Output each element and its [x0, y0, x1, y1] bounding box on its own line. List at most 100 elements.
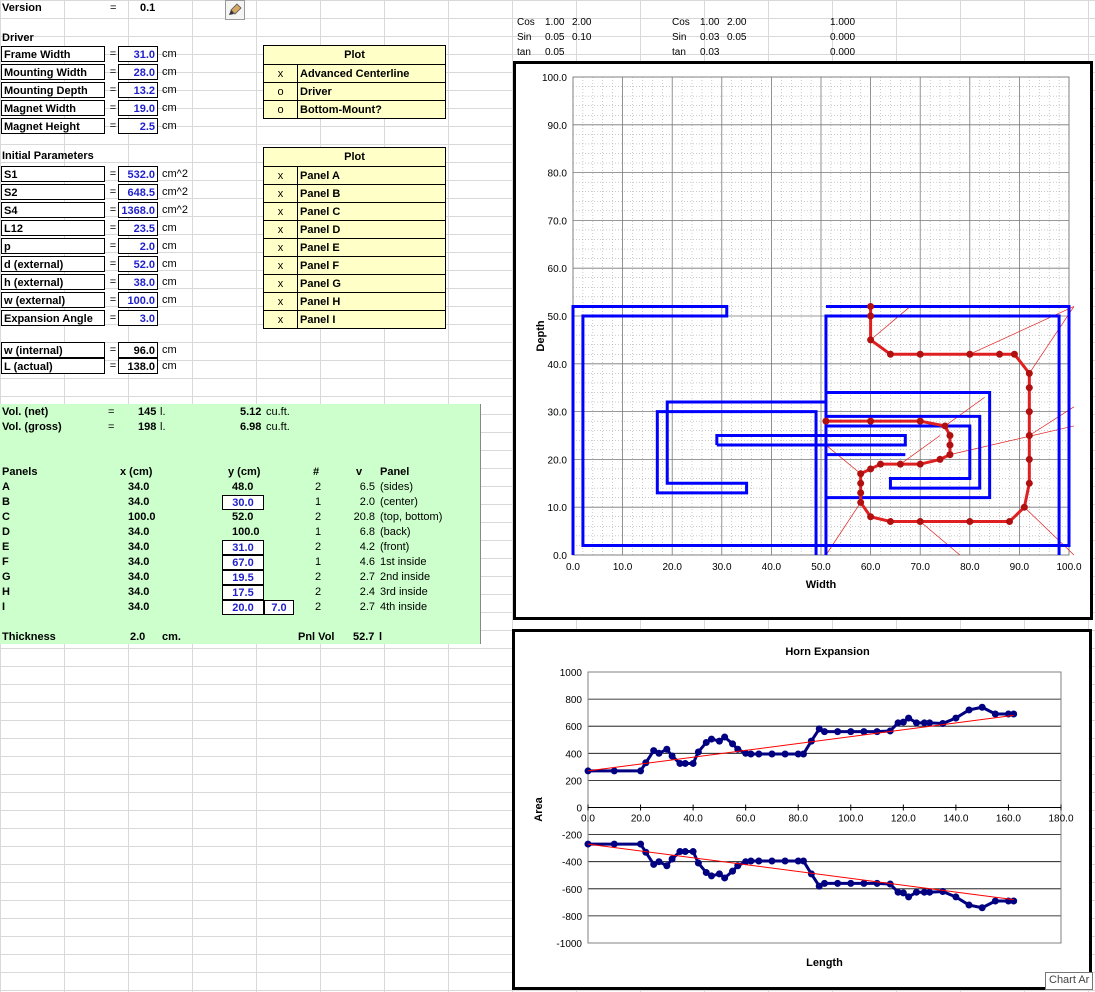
plot-option-row[interactable]: x Panel C	[264, 202, 445, 220]
thickness-unit: cm.	[162, 631, 181, 643]
plot-option-mark[interactable]: x	[277, 242, 284, 254]
plot-option-mark[interactable]: x	[277, 314, 284, 326]
plot-option-mark[interactable]: x	[277, 278, 284, 290]
plot-option-mark[interactable]: x	[277, 188, 284, 200]
panel-y-input[interactable]: 17.5	[222, 585, 264, 600]
plot-option-label: Panel G	[297, 275, 341, 292]
initial-eq: =	[109, 240, 117, 252]
centerline-point	[857, 470, 865, 478]
panel-y: 100.0	[232, 526, 260, 538]
panel-extra-input[interactable]: 7.0	[264, 600, 294, 615]
derived-value-cell[interactable]: 96.0	[118, 342, 158, 358]
y-tick-label: 1000	[560, 668, 583, 679]
centerline-point	[946, 441, 954, 449]
plot-option-mark[interactable]: x	[277, 206, 284, 218]
driver-unit: cm	[162, 102, 177, 114]
area-series-point	[939, 719, 947, 727]
panel-y-input[interactable]: 30.0	[222, 495, 264, 510]
plot-option-row[interactable]: o Driver	[264, 82, 445, 100]
initial-value-cell[interactable]: 52.0	[118, 256, 158, 272]
initial-eq: =	[109, 294, 117, 306]
y-tick-label: 90.0	[548, 121, 568, 132]
initial-eq: =	[109, 168, 117, 180]
panel-line	[655, 400, 826, 555]
area-series-point	[952, 893, 960, 901]
panel-x: 34.0	[128, 541, 150, 553]
area-series-point	[965, 901, 973, 909]
driver-eq: =	[109, 120, 117, 132]
driver-value-cell[interactable]: 2.5	[118, 118, 158, 134]
trig-name: tan	[517, 47, 531, 58]
centerline-point	[1025, 479, 1033, 487]
area-series-point	[847, 728, 855, 736]
driver-value-cell[interactable]: 13.2	[118, 82, 158, 98]
plot-option-mark[interactable]: x	[277, 260, 284, 272]
plot-option-mark[interactable]: x	[277, 224, 284, 236]
initial-unit: cm	[162, 276, 177, 288]
driver-value-cell[interactable]: 19.0	[118, 100, 158, 116]
derived-label: w (internal)	[1, 342, 105, 358]
panel-desc: 3rd inside	[380, 586, 428, 598]
construction-line	[825, 444, 861, 475]
initial-value-cell[interactable]: 648.5	[118, 184, 158, 200]
x-tick-label: 60.0	[736, 814, 756, 825]
horn-expansion-chart[interactable]: Horn Expansion 1000 800 600 400 200 0 -200 -400 -…	[512, 629, 1092, 990]
area-series-point	[702, 738, 710, 746]
plot-option-row[interactable]: x Panel A	[264, 166, 445, 184]
initial-value-cell[interactable]: 23.5	[118, 220, 158, 236]
y-tick-label: 60.0	[548, 264, 568, 275]
derived-value-cell[interactable]: 138.0	[118, 358, 158, 374]
area-series-point	[965, 706, 973, 714]
panel-y-input[interactable]: 31.0	[222, 540, 264, 555]
panel-desc: 2nd inside	[380, 571, 431, 583]
trig-name: Cos	[517, 17, 535, 28]
area-series-point	[926, 719, 934, 727]
plot-option-row[interactable]: x Panel B	[264, 184, 445, 202]
plot-option-row[interactable]: x Panel H	[264, 292, 445, 310]
plot-option-row[interactable]: o Bottom-Mount?	[264, 100, 445, 118]
driver-value-cell[interactable]: 28.0	[118, 64, 158, 80]
plot-option-mark[interactable]: x	[277, 296, 284, 308]
panel-y-input[interactable]: 19.5	[222, 570, 264, 585]
panel-layout-chart[interactable]: 0.0 10.0 20.0 30.0 40.0 50.0 60.0 70.0 80.0 90.0 1…	[513, 61, 1093, 620]
area-series-point	[768, 750, 776, 758]
initial-value-cell[interactable]: 38.0	[118, 274, 158, 290]
version-eq: =	[110, 2, 117, 14]
panel-volume: 2.4	[359, 586, 375, 598]
area-series-point	[807, 870, 815, 878]
plot-option-row[interactable]: x Panel E	[264, 238, 445, 256]
plot-option-mark[interactable]: x	[277, 170, 284, 182]
vol-cuft-unit: cu.ft.	[266, 421, 290, 433]
driver-value-cell[interactable]: 31.0	[118, 46, 158, 62]
area-series-point	[920, 719, 928, 727]
plot-option-label: Panel A	[297, 167, 340, 184]
initial-value-cell[interactable]: 100.0	[118, 292, 158, 308]
plot-option-mark[interactable]: o	[277, 104, 284, 116]
y-tick-label: 0	[576, 804, 582, 815]
y-tick-label: 0.0	[553, 551, 567, 562]
initial-label: S4	[1, 202, 105, 218]
plot-option-row[interactable]: x Panel I	[264, 310, 445, 328]
plot-option-row[interactable]: x Panel D	[264, 220, 445, 238]
trig-val-b: 2.00	[572, 17, 592, 28]
trig-val-a: 0.03	[700, 47, 720, 58]
panel-volume: 2.7	[359, 571, 375, 583]
area-series-point	[668, 752, 676, 760]
panel-y-input[interactable]: 67.0	[222, 555, 264, 570]
plot-option-mark[interactable]: o	[277, 86, 284, 98]
plot-option-row[interactable]: x Panel G	[264, 274, 445, 292]
plot-option-mark[interactable]: x	[277, 68, 284, 80]
chart-title: Horn Expansion	[785, 646, 870, 658]
area-series-point	[681, 759, 689, 767]
plot-option-row[interactable]: x Panel F	[264, 256, 445, 274]
y-tick-label: 70.0	[548, 216, 568, 227]
panels-header-v: v	[356, 466, 363, 478]
construction-line	[944, 396, 985, 427]
panel-y-input[interactable]: 20.0	[222, 600, 264, 615]
paintbrush-icon[interactable]	[225, 0, 245, 20]
initial-value-cell[interactable]: 532.0	[118, 166, 158, 182]
initial-value-cell[interactable]: 2.0	[118, 238, 158, 254]
initial-value-cell[interactable]: 3.0	[118, 310, 158, 326]
initial-value-cell[interactable]: 1368.0	[118, 202, 158, 218]
plot-option-row[interactable]: x Advanced Centerline	[264, 64, 445, 82]
